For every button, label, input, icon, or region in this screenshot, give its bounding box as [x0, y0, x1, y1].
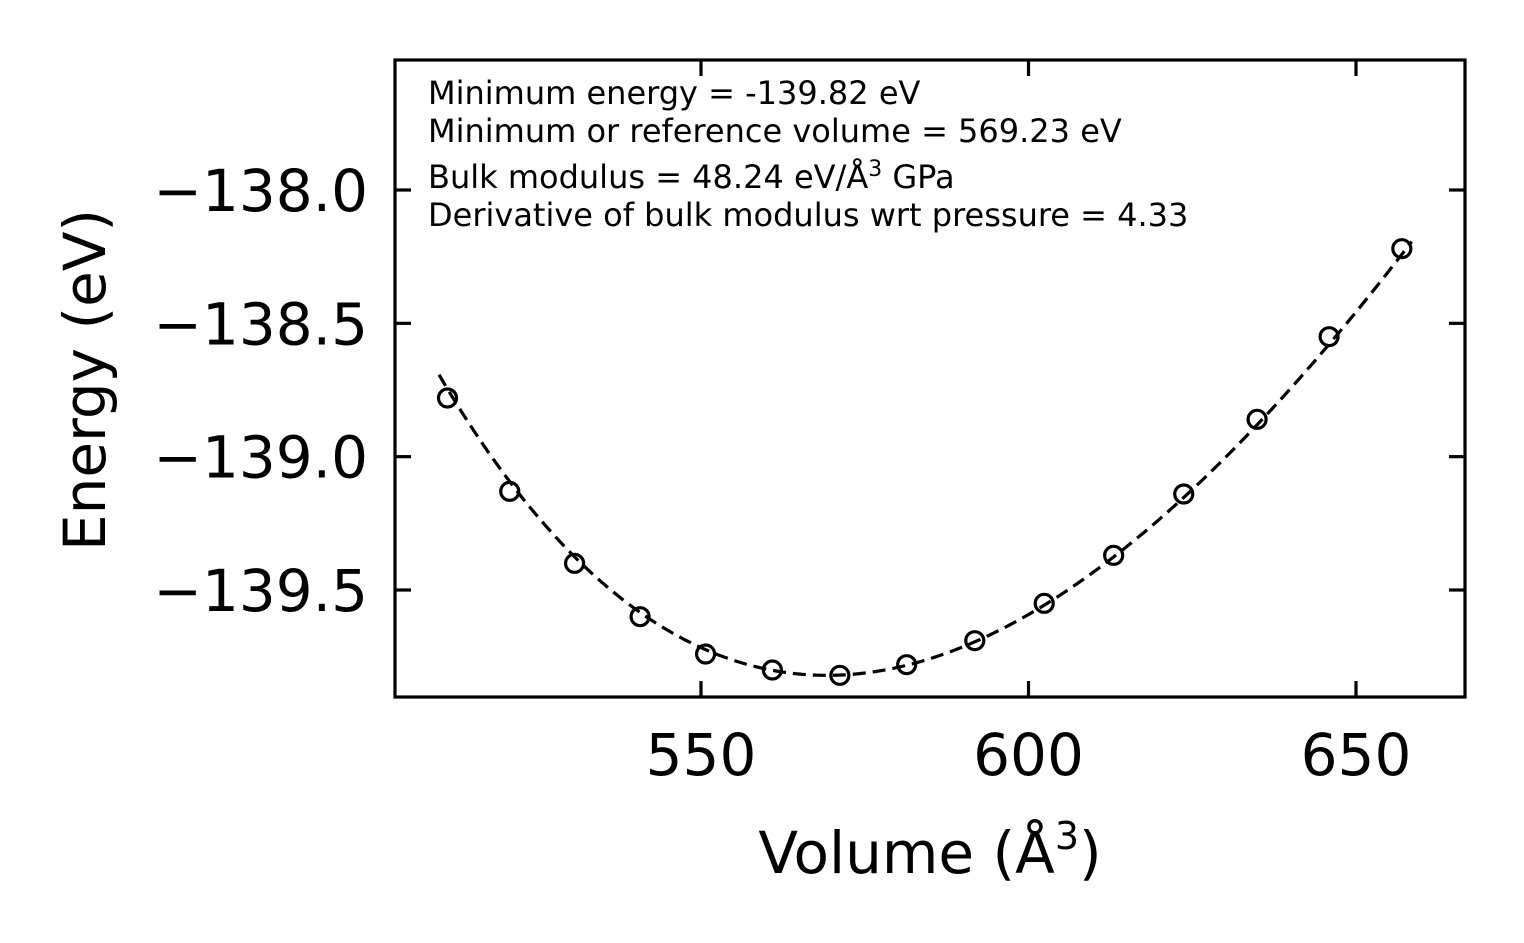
y-tick-label: −138.5: [153, 290, 368, 358]
x-tick-label: 600: [973, 721, 1084, 789]
data-point: [964, 630, 986, 652]
y-tick-label: −139.0: [153, 424, 368, 492]
annotation-bulk-modulus-sup: 3: [868, 157, 882, 182]
annotation-ref-volume: Minimum or reference volume = 569.23 eV: [428, 112, 1122, 150]
data-point: [629, 606, 651, 628]
data-point: [896, 654, 918, 676]
annotation-min-energy: Minimum energy = -139.82 eV: [428, 74, 921, 112]
data-point: [829, 664, 851, 686]
annotation-block: Minimum energy = -139.82 eV Minimum or r…: [428, 74, 1188, 234]
data-point: [761, 659, 783, 681]
x-axis-label-sup: 3: [1055, 814, 1079, 858]
data-point: [499, 480, 521, 502]
data-point: [1103, 544, 1125, 566]
plot-area: [436, 238, 1413, 686]
data-point: [1033, 592, 1055, 614]
x-axis-label: Volume (Å3): [758, 814, 1101, 887]
x-axis-label-text: Volume (Å: [758, 818, 1055, 887]
y-axis-label: Energy (eV): [51, 209, 119, 551]
data-point: [694, 643, 717, 665]
axes: 550 600 650 −138.0 −138.5 −139.0 −139.5: [153, 58, 1467, 789]
y-tick-label: −139.5: [153, 557, 368, 625]
annotation-bulk-modulus-text: Bulk modulus = 48.24 eV/Å: [428, 158, 868, 196]
y-tick-label: −138.0: [153, 157, 368, 225]
plot-frame: [393, 58, 1467, 699]
x-tick-label: 550: [646, 721, 757, 789]
data-point: [436, 387, 459, 409]
x-tick-label: 650: [1301, 721, 1412, 789]
data-point: [1391, 238, 1413, 260]
data-point: [1318, 326, 1340, 348]
annotation-bulk-modulus: Bulk modulus = 48.24 eV/Å3 GPa: [428, 157, 955, 196]
x-axis-label-suffix: ): [1079, 819, 1102, 887]
annotation-bulk-modulus-suffix: GPa: [882, 158, 954, 196]
fit-curve-line: [437, 240, 1413, 677]
data-point: [1173, 483, 1195, 505]
data-point: [1246, 408, 1268, 430]
annotation-bulk-derivative: Derivative of bulk modulus wrt pressure …: [428, 196, 1188, 234]
data-point: [563, 552, 586, 574]
